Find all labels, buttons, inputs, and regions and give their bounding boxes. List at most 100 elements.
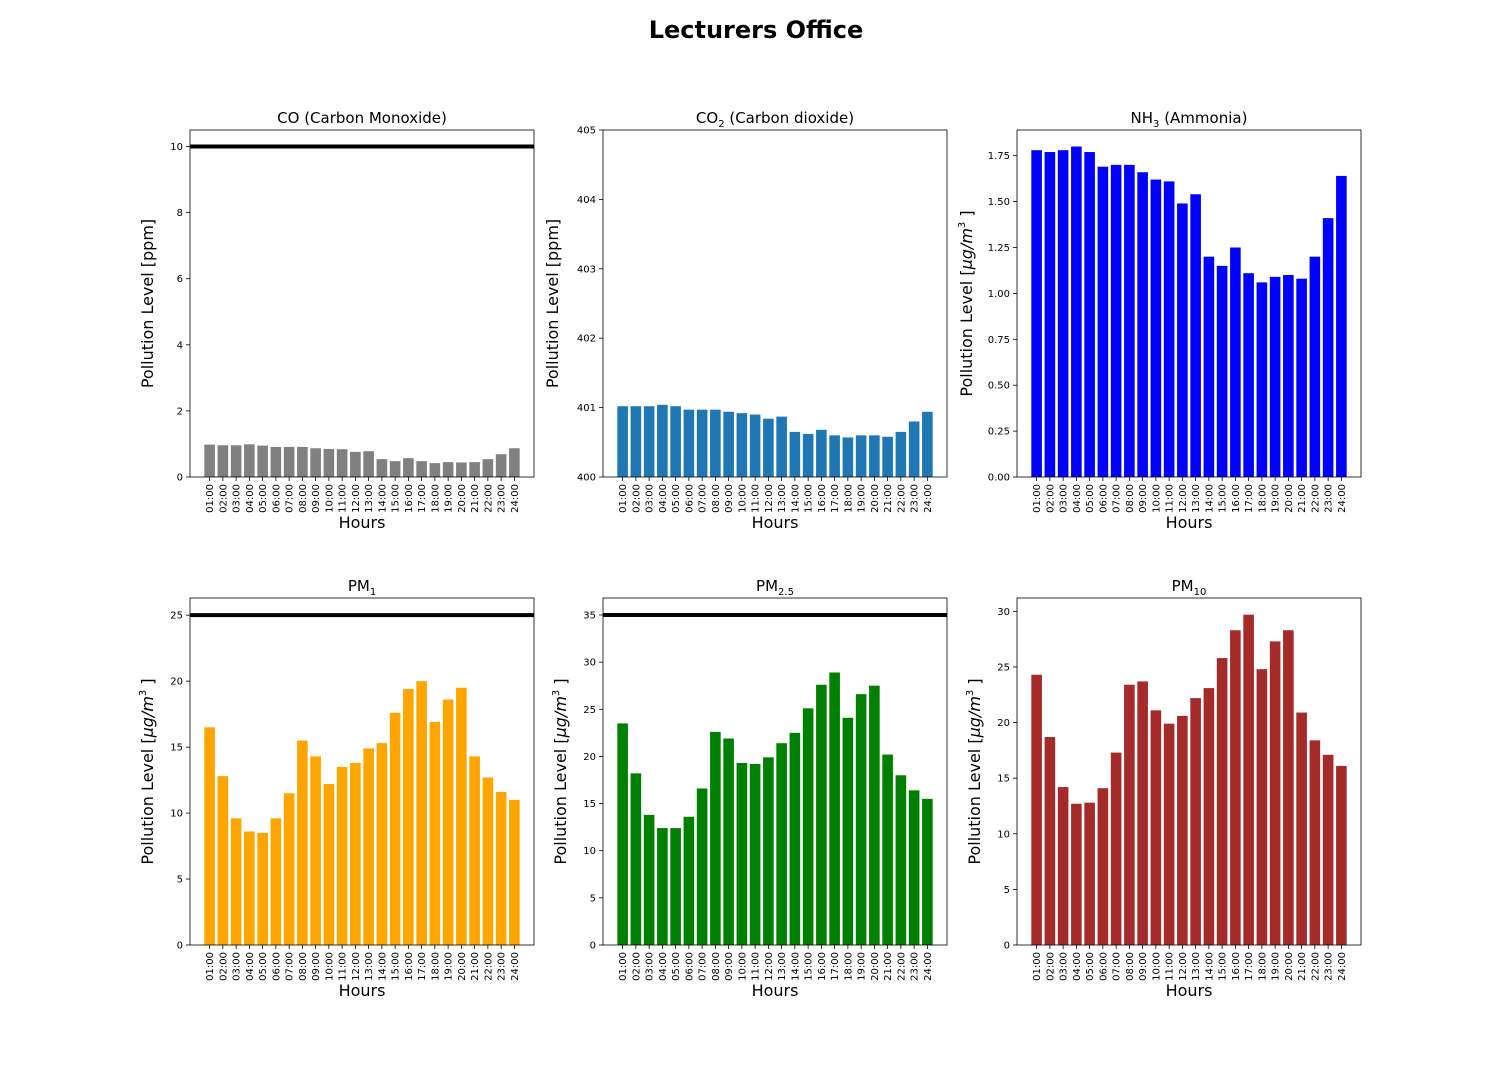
bar-1000 (323, 784, 335, 945)
bar-1500 (1216, 658, 1228, 945)
bar-1900 (442, 699, 454, 945)
y-tick-label: 25 (170, 611, 183, 622)
bar-2100 (882, 436, 893, 477)
x-tick-label: 13:00 (364, 484, 375, 513)
x-tick-label: 23:00 (910, 952, 921, 981)
x-tick-label: 09:00 (724, 952, 735, 981)
bar-0800 (297, 446, 308, 477)
bar-1300 (363, 451, 374, 477)
bar-1700 (1243, 273, 1254, 477)
x-tick-label: 12:00 (351, 952, 362, 981)
y-axis-label: Pollution Level [ppm] (138, 219, 157, 388)
bar-1900 (1269, 276, 1281, 477)
x-tick-label: 23:00 (910, 484, 921, 513)
x-tick-label: 18:00 (430, 484, 441, 513)
bar-0900 (1137, 172, 1148, 477)
bar-0800 (1124, 684, 1135, 945)
bar-1600 (403, 458, 414, 477)
panel-title: CO (Carbon Monoxide) (277, 109, 447, 127)
panel-title: CO2 (Carbon dioxide) (696, 109, 854, 130)
bar-0100 (204, 727, 215, 945)
bar-0200 (1044, 152, 1056, 478)
x-tick-label: 20:00 (457, 484, 468, 513)
bar-1600 (816, 429, 827, 477)
bar-1400 (376, 459, 388, 477)
bar-0700 (696, 409, 708, 477)
x-tick-label: 04:00 (658, 484, 669, 513)
x-tick-label: 23:00 (1324, 484, 1335, 513)
x-tick-label: 01:00 (1032, 952, 1043, 981)
bar-1900 (442, 462, 454, 477)
bar-0600 (683, 409, 695, 477)
y-tick-label: 20 (170, 677, 183, 688)
bar-2200 (895, 775, 907, 945)
x-tick-label: 06:00 (271, 952, 282, 981)
x-tick-label: 09:00 (1138, 952, 1149, 981)
y-tick-label: 15 (170, 743, 183, 754)
x-tick-label: 17:00 (1244, 952, 1255, 981)
bar-0100 (204, 444, 215, 477)
x-tick-label: 04:00 (1072, 484, 1083, 513)
x-tick-label: 14:00 (790, 484, 801, 513)
x-tick-label: 13:00 (364, 952, 375, 981)
x-tick-label: 06:00 (1098, 952, 1109, 981)
y-tick-label: 30 (583, 658, 596, 669)
bar-1500 (389, 461, 401, 477)
bar-1100 (749, 414, 761, 477)
x-tick-label: 11:00 (751, 484, 762, 513)
y-tick-label: 5 (590, 893, 596, 904)
bar-2100 (1296, 712, 1307, 945)
y-tick-label: 0 (590, 941, 596, 952)
axes-frame (189, 129, 535, 478)
y-tick-label: 1.25 (988, 243, 1010, 254)
bar-1800 (842, 717, 854, 945)
y-tick-label: 2 (177, 406, 183, 417)
x-tick-label: 20:00 (1284, 484, 1295, 513)
x-tick-label: 04:00 (245, 484, 256, 513)
y-tick-label: 15 (997, 774, 1010, 785)
bar-0200 (1044, 737, 1056, 945)
x-tick-label: 21:00 (1297, 952, 1308, 981)
bar-1500 (802, 708, 814, 945)
bar-1300 (776, 416, 787, 477)
x-tick-label: 14:00 (790, 952, 801, 981)
bar-1600 (1230, 630, 1241, 945)
x-tick-label: 09:00 (724, 484, 735, 513)
x-tick-label: 21:00 (883, 952, 894, 981)
bar-0500 (1084, 152, 1095, 478)
x-tick-label: 03:00 (645, 952, 656, 981)
x-tick-label: 19:00 (857, 484, 868, 513)
bar-2000 (869, 685, 880, 945)
x-tick-label: 19:00 (444, 952, 455, 981)
bar-0700 (283, 446, 295, 477)
x-tick-label: 11:00 (338, 952, 349, 981)
x-tick-label: 06:00 (684, 952, 695, 981)
bar-2000 (1283, 275, 1294, 477)
bar-2300 (1322, 218, 1334, 477)
bar-1900 (1269, 641, 1281, 945)
chart-panel-1: CO (Carbon Monoxide) 01:00 02:00 03:00 04:00… (138, 109, 535, 532)
x-tick-label: 11:00 (1165, 484, 1176, 513)
x-tick-label: 12:00 (351, 484, 362, 513)
x-tick-label: 08:00 (1125, 484, 1136, 513)
chart-panel-3: NH3 (Ammonia) 01:00 02:00 03:00 04:00 05:00 06… (957, 109, 1362, 532)
x-tick-label: 16:00 (817, 952, 828, 981)
bar-1000 (323, 448, 335, 477)
x-tick-label: 18:00 (843, 484, 854, 513)
x-tick-label: 06:00 (684, 484, 695, 513)
x-tick-label: 16:00 (1231, 484, 1242, 513)
y-tick-label: 0 (177, 473, 183, 484)
x-tick-label: 22:00 (896, 952, 907, 981)
bar-1200 (763, 757, 774, 945)
x-tick-label: 03:00 (645, 484, 656, 513)
x-tick-label: 16:00 (1231, 952, 1242, 981)
bar-1400 (376, 743, 388, 945)
x-tick-label: 10:00 (1151, 484, 1162, 513)
bar-2400 (1336, 175, 1347, 477)
bar-0600 (683, 816, 695, 945)
bar-2000 (1283, 630, 1294, 945)
y-tick-label: 400 (577, 473, 596, 484)
x-tick-label: 08:00 (711, 952, 722, 981)
x-tick-label: 24:00 (510, 484, 521, 513)
y-tick-label: 10 (170, 142, 183, 153)
